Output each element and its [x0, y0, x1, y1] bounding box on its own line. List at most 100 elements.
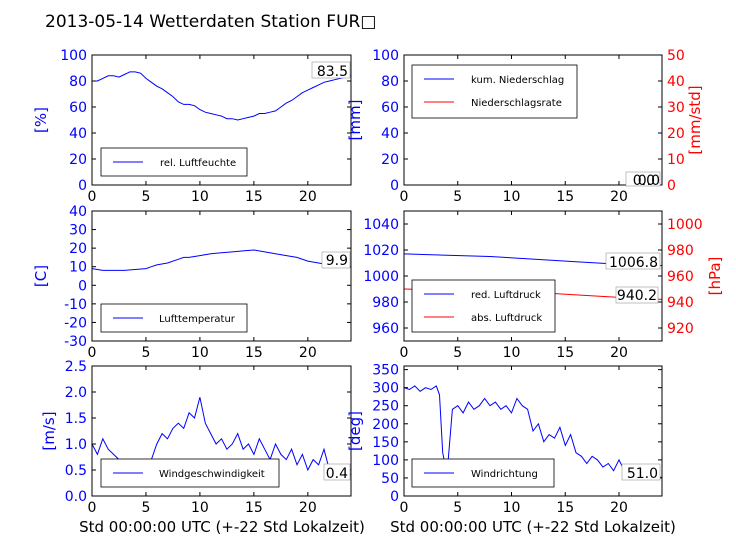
pressure-annotation-1: 940.2	[617, 288, 657, 304]
panel-humidity: 0 5 10 15 20 0 20 40 60 80 100 [%] rel. Luftfeuch…	[32, 48, 352, 205]
temperature-xticks: 0 5 10 15 20	[88, 211, 317, 361]
windspeed-ytick-label: 1.0	[65, 437, 87, 453]
windspeed-legend: Windgeschwindigkeit	[100, 458, 280, 488]
precipitation-y2tick-label: 0	[667, 178, 676, 194]
winddirection-series-line-0	[403, 385, 663, 479]
winddirection-ytick-label: 300	[372, 381, 399, 397]
pressure-y2tick-label: 920	[667, 321, 694, 337]
windspeed-yticks: 0.0 0.5 1.0 1.5 2.0 2.5	[65, 359, 351, 505]
temperature-ytick-label: 10	[69, 260, 87, 276]
temperature-xtick-label: 0	[88, 345, 97, 361]
pressure-legend-label-1: abs. Luftdruck	[471, 313, 542, 324]
temperature-series	[91, 249, 352, 271]
humidity-xtick-label: 10	[191, 189, 209, 205]
humidity-ytick-label: 80	[69, 74, 87, 90]
winddirection-legend-label: Windrichtung	[471, 469, 538, 480]
humidity-ytick-label: 60	[69, 100, 87, 116]
precipitation-y2tick-label: 50	[667, 48, 685, 64]
precipitation-xtick-label: 20	[610, 189, 628, 205]
temperature-series-line-0	[91, 249, 352, 271]
panel-temperature: 0 5 10 15 20 -30 -20 -10 0 10 20 30 40 [C] Lufttemp…	[32, 204, 352, 361]
humidity-series-line-0	[92, 71, 352, 121]
windspeed-ylabel: [m/s]	[40, 411, 58, 450]
humidity-yticks: 0 20 40 60 80 100	[60, 48, 351, 194]
pressure-y2label: [hPa]	[706, 257, 724, 296]
windspeed-xtick-label: 10	[191, 500, 209, 516]
humidity-legend: rel. Luftfeuchte	[100, 147, 248, 177]
pressure-xtick-label: 15	[556, 345, 574, 361]
precipitation-annotation-a: 0.0	[633, 173, 655, 189]
humidity-xticks: 0 5 10 15 20	[88, 55, 317, 205]
panel-precipitation: 0 5 10 15 20 0 20 40 60 80 100 0 10 20 30 40 50 [mm] […	[346, 48, 704, 205]
humidity-ytick-label: 40	[69, 126, 87, 142]
pressure-legend-label-0: red. Luftdruck	[471, 290, 541, 301]
precipitation-y2tick-label: 10	[667, 152, 685, 168]
windspeed-ytick-label: 0.5	[65, 463, 87, 479]
pressure-xtick-label: 20	[610, 345, 628, 361]
temperature-xtick-label: 20	[299, 345, 317, 361]
temperature-ytick-label: 0	[78, 278, 87, 294]
figure-title: 2013-05-14 Wetterdaten Station FUR□	[45, 12, 376, 32]
pressure-legend: red. Luftdruck abs. Luftdruck	[411, 279, 556, 333]
pressure-xtick-label: 0	[400, 345, 409, 361]
pressure-ytick-label: 960	[372, 321, 399, 337]
winddirection-xtick-label: 15	[556, 500, 574, 516]
precipitation-y2tick-label: 30	[667, 100, 685, 116]
pressure-y2tick-label: 1000	[667, 217, 703, 233]
pressure-y2tick-label: 960	[667, 269, 694, 285]
temperature-ytick-label: -10	[64, 297, 87, 313]
winddirection-ytick-label: 150	[372, 435, 399, 451]
winddirection-ytick-label: 0	[390, 489, 399, 505]
precipitation-ytick-label: 60	[381, 100, 399, 116]
temperature-ytick-label: -20	[64, 315, 87, 331]
precipitation-axes-frame	[403, 54, 663, 186]
pressure-xtick-label: 5	[453, 345, 462, 361]
precipitation-legend: kum. Niederschlag Niederschlagsrate	[411, 64, 578, 119]
windspeed-axes-frame	[91, 365, 352, 497]
humidity-series	[92, 71, 352, 121]
temperature-ytick-label: 30	[69, 223, 87, 239]
winddirection-xtick-label: 10	[503, 500, 521, 516]
humidity-ylabel: [%]	[32, 107, 50, 133]
temperature-xtick-label: 10	[191, 345, 209, 361]
humidity-ytick-label: 0	[78, 178, 87, 194]
winddirection-xtick-label: 5	[453, 500, 462, 516]
panel-windspeed: 0 5 10 15 20 0.0 0.5 1.0 1.5 2.0 2.5 [m/s] Windge…	[40, 359, 352, 516]
pressure-annotation-box-1: 940.2	[615, 286, 659, 304]
humidity-ytick-label: 20	[69, 152, 87, 168]
temperature-legend-label: Lufttemperatur	[159, 314, 236, 325]
precipitation-legend-label-0: kum. Niederschlag	[471, 75, 564, 86]
temperature-annotation: 9.9	[326, 253, 348, 269]
winddirection-annotation-box: 51.0	[621, 463, 661, 482]
windspeed-xtick-label: 20	[299, 500, 317, 516]
precipitation-y2label: [mm/std]	[686, 85, 704, 154]
humidity-annotation: 83.5	[317, 64, 348, 80]
temperature-axes-frame	[91, 210, 352, 342]
pressure-annotation-box-0: 1006.8	[605, 252, 661, 271]
pressure-xtick-label: 10	[503, 345, 521, 361]
winddirection-ytick-label: 250	[372, 399, 399, 415]
winddirection-annotation: 51.0	[627, 466, 658, 482]
precipitation-legend-label-1: Niederschlagsrate	[471, 98, 562, 109]
precipitation-ytick-label: 80	[381, 74, 399, 90]
windspeed-ytick-label: 2.5	[65, 359, 87, 375]
windspeed-annotation-box: 0.4	[323, 463, 351, 482]
winddirection-ylabel: [deg]	[346, 411, 364, 451]
precipitation-xticks: 0 5 10 15 20	[400, 55, 628, 205]
humidity-xtick-label: 15	[245, 189, 263, 205]
precipitation-xtick-label: 5	[453, 189, 462, 205]
pressure-y2ticks: 920 940 960 980 1000	[658, 217, 703, 337]
pressure-ytick-label: 980	[372, 295, 399, 311]
winddirection-ytick-label: 50	[381, 471, 399, 487]
winddirection-ytick-label: 100	[372, 453, 399, 469]
precipitation-xtick-label: 0	[400, 189, 409, 205]
winddirection-series	[403, 385, 663, 479]
pressure-yticks: 960 980 1000 1020 1040	[363, 217, 408, 337]
temperature-ytick-label: 40	[69, 204, 87, 220]
precipitation-ylabel: [mm]	[346, 100, 364, 141]
humidity-xtick-label: 0	[88, 189, 97, 205]
precipitation-annotation-b: 0.0	[638, 173, 660, 189]
winddirection-xticks: 0 5 10 15 20	[400, 366, 628, 516]
winddirection-yticks: 0 50 100 150 200 250 300 350	[372, 363, 662, 505]
